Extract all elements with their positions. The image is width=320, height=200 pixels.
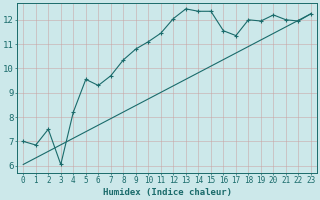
X-axis label: Humidex (Indice chaleur): Humidex (Indice chaleur) <box>103 188 232 197</box>
